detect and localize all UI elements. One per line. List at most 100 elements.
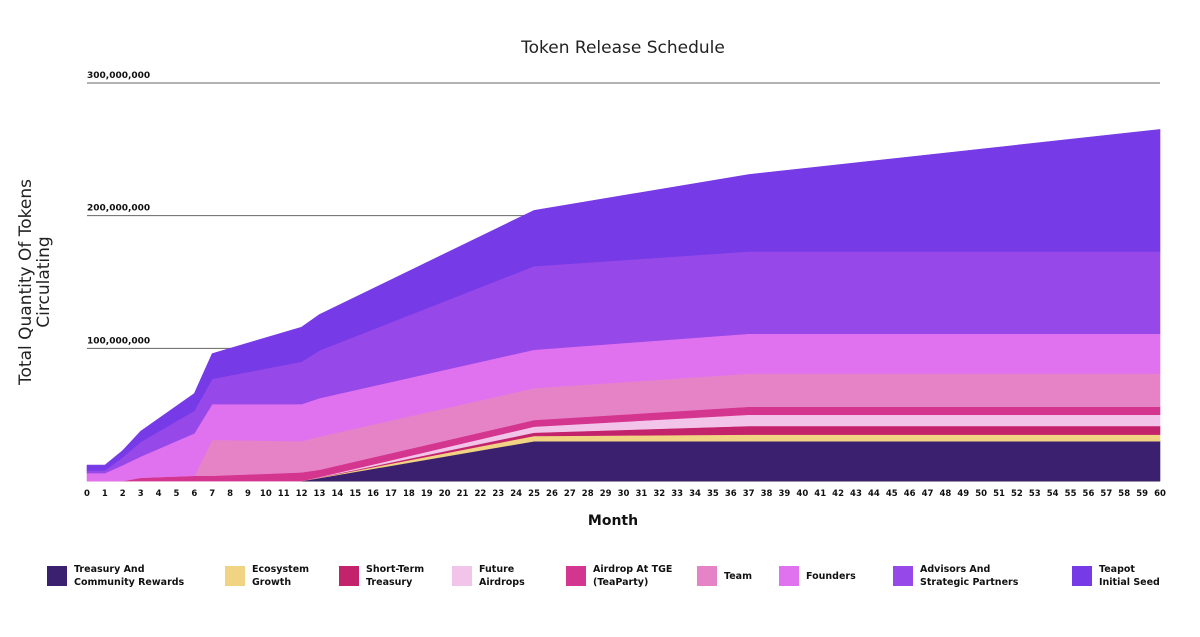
x-tick-label: 6 [191,489,197,499]
x-tick-label: 18 [403,489,415,499]
x-tick-label: 19 [421,489,433,499]
legend-label: (TeaParty) [593,577,648,588]
legend-item: Ecosystem Growth [225,564,309,588]
legend-swatch [225,566,245,586]
x-tick-label: 4 [156,489,162,499]
x-tick-label: 53 [1029,489,1041,499]
x-tick-label: 46 [904,489,916,499]
x-tick-label: 5 [173,489,179,499]
x-axis-ticks: 0 1 2 3 4 5 6 7 8 9 10 11 12 13 14 15 16 17 18 19 20 21 22 23 24… [84,489,1166,499]
legend-item: Airdrop At TGE (TeaParty) [566,564,672,588]
legend-label: Treasury [366,577,413,588]
x-tick-label: 17 [385,489,397,499]
x-tick-label: 27 [564,489,576,499]
legend-swatch [893,566,913,586]
plot-areas [86,129,1161,482]
x-tick-label: 24 [510,489,522,499]
x-tick-label: 12 [296,489,308,499]
x-tick-label: 16 [367,489,379,499]
y-axis-label-line-1: Total Quantity Of Tokens [16,179,36,386]
x-tick-label: 59 [1136,489,1148,499]
x-tick-label: 41 [814,489,826,499]
x-axis-label: Month [588,513,638,529]
x-tick-label: 54 [1047,489,1059,499]
x-tick-label: 42 [832,489,844,499]
legend-item: Future Airdrops [452,564,525,588]
x-tick-label: 31 [635,489,647,499]
legend-swatch [779,566,799,586]
legend-item: Treasury And Community Rewards [47,564,185,588]
legend-label: Ecosystem [252,564,309,575]
x-tick-label: 0 [84,489,90,499]
legend-swatch [339,566,359,586]
x-tick-label: 3 [138,489,144,499]
x-tick-label: 35 [707,489,719,499]
x-tick-label: 15 [349,489,361,499]
legend-item: Teapot Initial Seed [1072,564,1160,588]
y-tick-label: 300,000,000 [87,71,150,81]
chart-title: Token Release Schedule [520,38,725,58]
legend-label: Strategic Partners [920,577,1019,588]
x-tick-label: 52 [1011,489,1023,499]
legend-item: Short-Term Treasury [339,564,424,588]
legend-label: Founders [806,571,856,582]
x-tick-label: 60 [1154,489,1166,499]
x-tick-label: 14 [331,489,343,499]
legend-label: Airdrop At TGE [593,564,672,575]
x-tick-label: 51 [993,489,1005,499]
legend-swatch [452,566,472,586]
x-tick-label: 37 [743,489,755,499]
x-tick-label: 56 [1083,489,1095,499]
x-tick-label: 50 [975,489,987,499]
x-tick-label: 39 [779,489,791,499]
legend-label: Short-Term [366,564,424,575]
x-tick-label: 32 [653,489,665,499]
legend-label: Growth [252,577,291,588]
legend-label: Community Rewards [74,577,185,588]
x-tick-label: 43 [850,489,862,499]
legend-item: Founders [779,566,856,586]
x-tick-label: 44 [868,489,880,499]
legend-label: Initial Seed [1099,577,1160,588]
y-tick-label: 200,000,000 [87,204,150,214]
x-tick-label: 49 [957,489,969,499]
area-teapot-initial-seed [86,129,1161,471]
x-tick-label: 40 [796,489,808,499]
x-tick-label: 25 [528,489,540,499]
y-axis-label-line-2: Circulating [34,236,54,327]
x-tick-label: 57 [1100,489,1112,499]
legend: Treasury And Community Rewards Ecosystem Gr… [47,564,1160,588]
x-tick-label: 58 [1118,489,1130,499]
legend-item: Advisors And Strategic Partners [893,564,1019,588]
x-tick-label: 8 [227,489,233,499]
x-tick-label: 26 [546,489,558,499]
x-tick-label: 47 [922,489,934,499]
legend-label: Teapot [1099,564,1135,575]
x-tick-label: 45 [886,489,898,499]
legend-label: Airdrops [479,577,525,588]
x-tick-label: 7 [209,489,215,499]
x-tick-label: 28 [582,489,594,499]
x-tick-label: 29 [600,489,612,499]
x-tick-label: 20 [439,489,451,499]
x-tick-label: 22 [475,489,487,499]
x-tick-label: 2 [120,489,126,499]
legend-swatch [47,566,67,586]
x-tick-label: 34 [689,489,701,499]
legend-swatch [1072,566,1092,586]
legend-label: Team [724,571,752,582]
x-tick-label: 23 [492,489,504,499]
x-tick-label: 11 [278,489,290,499]
x-tick-label: 9 [245,489,251,499]
y-tick-label: 100,000,000 [87,336,150,346]
legend-swatch [566,566,586,586]
legend-swatch [697,566,717,586]
legend-label: Treasury And [74,564,145,575]
x-tick-label: 10 [260,489,272,499]
x-tick-label: 1 [102,489,108,499]
legend-item: Team [697,566,752,586]
y-axis-ticks: 100,000,000 200,000,000 300,000,000 [87,71,150,346]
x-tick-label: 48 [939,489,951,499]
x-tick-label: 21 [457,489,469,499]
